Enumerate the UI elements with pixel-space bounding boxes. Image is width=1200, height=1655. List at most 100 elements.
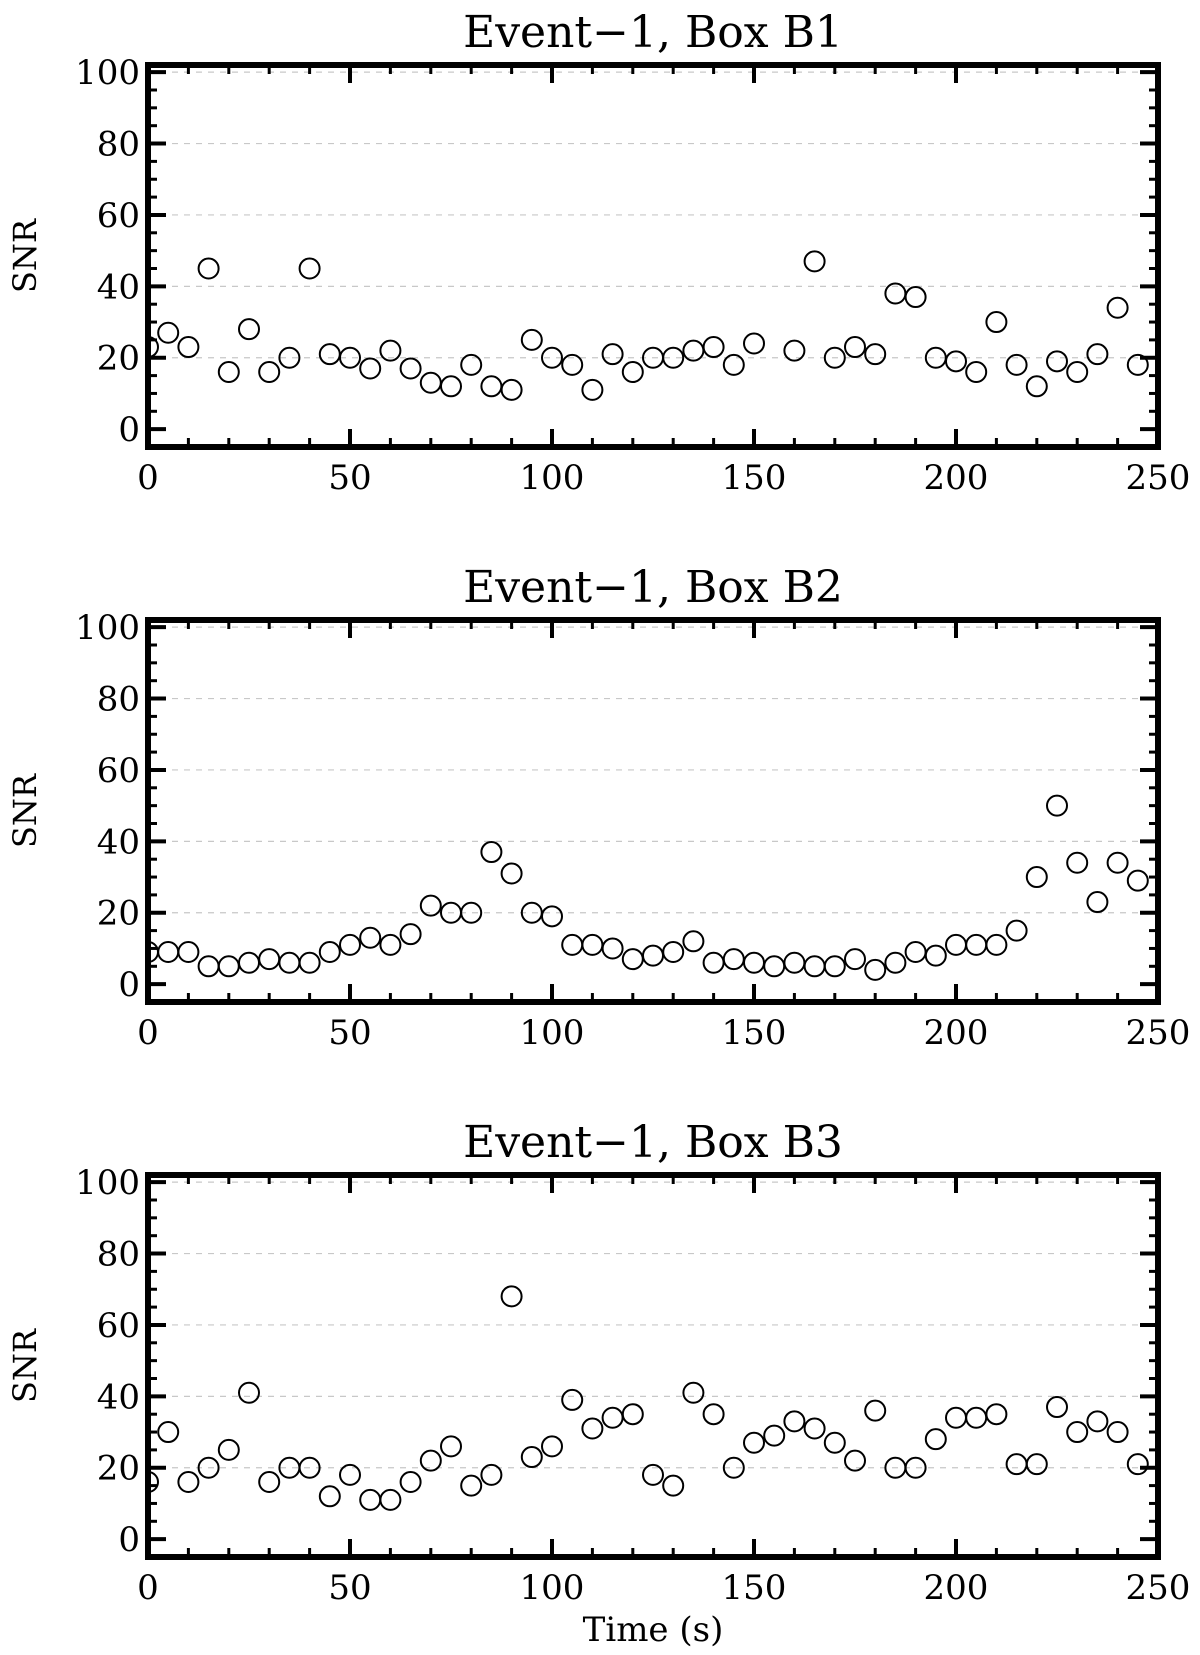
data-point <box>1126 869 1149 892</box>
data-point <box>318 941 341 964</box>
data-point <box>1046 350 1068 373</box>
data-point <box>197 257 220 280</box>
data-point <box>258 361 281 384</box>
y-axis-label: SNR <box>6 1328 44 1403</box>
x-tick-label: 200 <box>924 1568 989 1608</box>
data-point <box>662 346 685 369</box>
data-point <box>419 371 442 394</box>
x-tick-label: 150 <box>722 1568 787 1608</box>
x-tick-label: 150 <box>722 1013 787 1053</box>
y-tick-label: 20 <box>97 1449 140 1489</box>
x-tick-label: 50 <box>328 458 371 498</box>
y-axis-label: SNR <box>6 773 44 848</box>
data-point <box>298 951 321 974</box>
data-point <box>783 951 806 974</box>
data-point <box>601 1406 624 1429</box>
data-point <box>945 933 967 956</box>
data-point <box>561 933 584 956</box>
data-point <box>1025 375 1048 398</box>
data-point <box>965 361 988 384</box>
data-point <box>541 346 563 369</box>
data-point <box>278 951 301 974</box>
data-point <box>1106 851 1129 874</box>
data-point <box>359 1488 382 1511</box>
plot-frame <box>145 1172 1161 1560</box>
data-point <box>702 336 725 359</box>
data-point <box>945 350 967 373</box>
data-point <box>197 955 220 978</box>
data-point <box>743 1431 765 1454</box>
x-tick-label: 150 <box>722 458 787 498</box>
y-tick-label: 20 <box>97 894 140 934</box>
data-point <box>621 948 644 971</box>
data-point <box>1025 866 1048 889</box>
data-point <box>561 1388 584 1411</box>
chart-title: Event−1, Box B1 <box>463 7 843 58</box>
y-tick-label: 20 <box>97 339 140 379</box>
data-point <box>884 951 907 974</box>
data-point <box>500 1285 523 1308</box>
data-point <box>419 894 442 917</box>
data-point <box>601 343 624 366</box>
data-point <box>399 923 422 946</box>
x-tick-label: 0 <box>137 458 159 498</box>
y-tick-label: 80 <box>97 125 140 165</box>
y-tick-label: 100 <box>75 1163 140 1203</box>
data-point <box>480 841 503 864</box>
data-point <box>844 948 866 971</box>
data-point <box>985 311 1008 334</box>
y-tick-label: 100 <box>75 608 140 648</box>
data-point <box>945 1406 967 1429</box>
data-point <box>662 941 685 964</box>
data-point <box>1066 1421 1089 1444</box>
x-tick-label: 100 <box>520 1013 585 1053</box>
x-tick-label: 250 <box>1126 1013 1191 1053</box>
y-tick-label: 40 <box>97 267 140 307</box>
x-tick-label: 200 <box>924 458 989 498</box>
data-point <box>419 1449 442 1472</box>
data-point <box>864 958 887 981</box>
data-point <box>1005 353 1028 376</box>
y-tick-label: 80 <box>97 680 140 720</box>
data-point <box>581 1417 604 1440</box>
data-point <box>642 944 664 967</box>
data-point <box>238 951 260 974</box>
data-point <box>985 933 1008 956</box>
data-point <box>662 1474 685 1497</box>
x-tick-label: 50 <box>328 1013 371 1053</box>
data-point <box>500 862 523 885</box>
y-tick-label: 0 <box>118 965 140 1005</box>
data-point <box>1126 1453 1149 1476</box>
data-point <box>379 339 402 362</box>
data-points <box>148 1285 1149 1511</box>
data-point <box>480 375 503 398</box>
data-points <box>148 794 1149 981</box>
data-point <box>520 1446 543 1469</box>
x-tick-label: 100 <box>520 1568 585 1608</box>
data-point <box>460 1474 483 1497</box>
data-point <box>864 1399 887 1422</box>
data-point <box>339 1463 361 1486</box>
data-point <box>722 948 745 971</box>
data-point <box>157 1421 180 1444</box>
data-point <box>238 1381 260 1404</box>
data-point <box>379 933 402 956</box>
data-point <box>157 321 180 344</box>
data-point <box>642 1463 664 1486</box>
y-tick-label: 60 <box>97 196 140 236</box>
data-point <box>258 1471 281 1494</box>
data-point <box>803 1417 826 1440</box>
data-point <box>197 1456 220 1479</box>
x-axis-label: Time (s) <box>583 1610 724 1650</box>
x-tick-label: 0 <box>137 1013 159 1053</box>
data-point <box>682 930 705 953</box>
data-point <box>803 250 826 273</box>
y-tick-label: 80 <box>97 1235 140 1275</box>
data-point <box>399 1471 422 1494</box>
data-point <box>177 336 200 359</box>
data-point <box>783 339 806 362</box>
data-point <box>823 955 846 978</box>
data-point <box>440 1435 462 1458</box>
data-point <box>722 1456 745 1479</box>
data-point <box>823 346 846 369</box>
